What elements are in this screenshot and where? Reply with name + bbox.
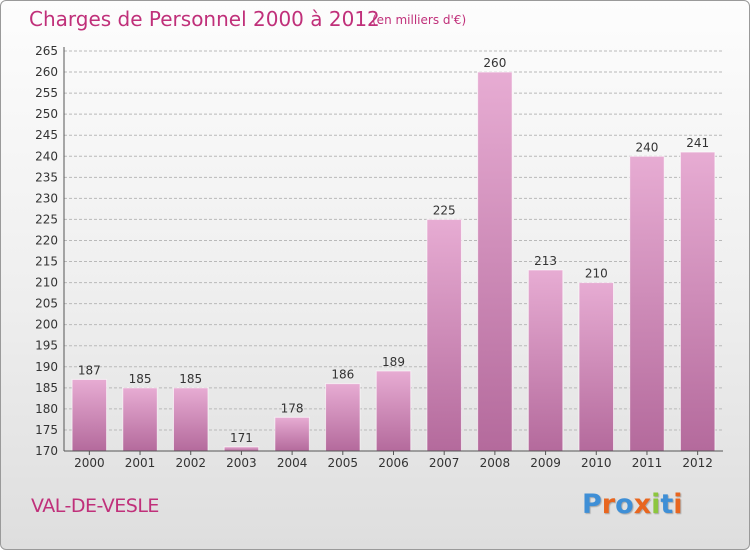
logo-letter: x <box>633 489 652 520</box>
bar <box>679 151 716 452</box>
y-tick-label: 205 <box>35 297 58 311</box>
bar-value-label: 187 <box>78 363 101 377</box>
bar-value-label: 240 <box>636 140 659 154</box>
bar-value-label: 186 <box>331 368 354 382</box>
x-tick-label: 2000 <box>74 456 105 470</box>
y-tick-label: 180 <box>35 402 58 416</box>
chart-subtitle: (en milliers d'€) <box>372 13 467 27</box>
y-tick-label: 220 <box>35 233 58 247</box>
bar-value-label: 213 <box>534 254 557 268</box>
y-tick-label: 245 <box>35 128 58 142</box>
bar <box>477 71 513 452</box>
logo-letter: o <box>615 489 634 520</box>
bar-value-label: 185 <box>179 372 202 386</box>
y-tick-label: 255 <box>35 86 58 100</box>
y-tick-label: 175 <box>35 423 58 437</box>
labels: 170 175 180 185 190 195 200 205 210 215 220 225 230 2… <box>35 44 713 470</box>
bar <box>325 383 361 452</box>
bar <box>274 416 310 452</box>
x-tick-label: 2011 <box>632 456 663 470</box>
x-tick-label: 2002 <box>175 456 206 470</box>
bar-value-label: 225 <box>433 203 456 217</box>
bar-value-label: 171 <box>230 431 253 445</box>
bar <box>375 370 412 452</box>
x-tick-label: 2006 <box>378 456 409 470</box>
chart-title: Charges de Personnel 2000 à 2012 <box>29 7 380 31</box>
x-tick-label: 2008 <box>480 456 511 470</box>
y-tick-label: 240 <box>35 149 58 163</box>
y-tick-label: 185 <box>35 381 58 395</box>
city-name: VAL-DE-VESLE <box>31 495 159 517</box>
bar-value-label: 241 <box>686 136 709 150</box>
bar-value-label: 210 <box>585 267 608 281</box>
logo-letter: i <box>651 489 661 520</box>
y-tick-label: 230 <box>35 191 58 205</box>
y-tick-label: 195 <box>35 339 58 353</box>
bar-value-label: 189 <box>382 355 405 369</box>
bar <box>527 269 564 452</box>
x-tick-label: 2003 <box>226 456 257 470</box>
logo-letter: P <box>582 489 602 520</box>
axes <box>63 47 723 455</box>
bar <box>426 218 462 452</box>
bar <box>578 282 615 452</box>
y-tick-label: 265 <box>35 44 58 58</box>
bar <box>172 387 209 452</box>
y-tick-label: 260 <box>35 65 58 79</box>
x-tick-label: 2010 <box>581 456 612 470</box>
bar-value-label: 260 <box>483 56 506 70</box>
bar <box>71 378 108 452</box>
proxiti-logo: Proxiti <box>582 489 683 520</box>
y-tick-label: 170 <box>35 444 58 458</box>
bars <box>71 71 716 452</box>
bar <box>122 387 158 452</box>
y-tick-label: 235 <box>35 170 58 184</box>
logo-letter: r <box>601 489 616 520</box>
x-tick-label: 2005 <box>328 456 359 470</box>
x-tick-label: 2004 <box>277 456 308 470</box>
bar-value-label: 178 <box>281 401 304 415</box>
bar <box>223 446 260 452</box>
x-tick-label: 2009 <box>530 456 561 470</box>
y-tick-label: 250 <box>35 107 58 121</box>
y-tick-label: 225 <box>35 212 58 226</box>
y-tick-label: 190 <box>35 360 58 374</box>
logo-letter: i <box>673 489 683 520</box>
x-tick-label: 2012 <box>682 456 713 470</box>
y-tick-label: 200 <box>35 318 58 332</box>
y-tick-label: 215 <box>35 255 58 269</box>
bar <box>629 155 665 452</box>
y-tick-label: 210 <box>35 276 58 290</box>
x-tick-label: 2007 <box>429 456 460 470</box>
bar-value-label: 185 <box>129 372 152 386</box>
logo-letter: t <box>660 489 674 520</box>
x-tick-label: 2001 <box>125 456 156 470</box>
